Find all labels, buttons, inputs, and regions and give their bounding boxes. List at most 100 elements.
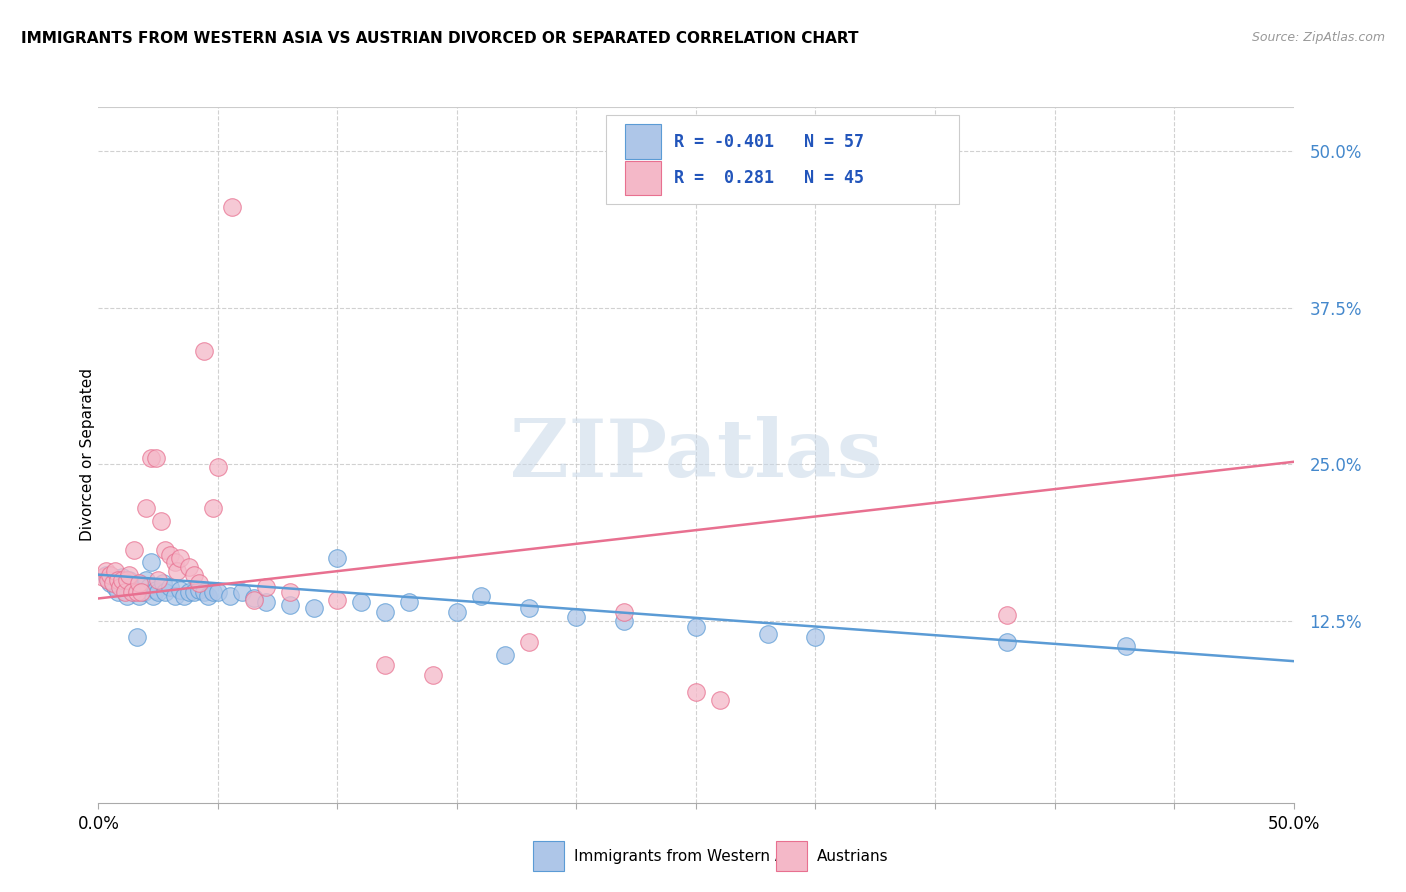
Point	[107, 573, 129, 587]
Point	[135, 573, 157, 587]
Text: R = -0.401   N = 57: R = -0.401 N = 57	[675, 133, 865, 151]
Point	[114, 585, 136, 599]
Point	[169, 551, 191, 566]
Point	[97, 573, 120, 587]
Point	[709, 693, 731, 707]
Point	[145, 582, 167, 597]
Point	[148, 573, 170, 587]
Point	[139, 451, 162, 466]
Point	[187, 576, 209, 591]
Text: ZIPatlas: ZIPatlas	[510, 416, 882, 494]
Point	[121, 580, 143, 594]
Point	[995, 635, 1018, 649]
Point	[193, 585, 215, 599]
Point	[131, 580, 153, 594]
Text: Source: ZipAtlas.com: Source: ZipAtlas.com	[1251, 31, 1385, 45]
Point	[118, 567, 141, 582]
Point	[149, 514, 172, 528]
Point	[114, 582, 136, 597]
Point	[111, 573, 134, 587]
Point	[326, 592, 349, 607]
Point	[111, 570, 134, 584]
Point	[197, 589, 219, 603]
Point	[374, 605, 396, 619]
Point	[125, 630, 148, 644]
FancyBboxPatch shape	[626, 161, 661, 195]
Point	[163, 555, 186, 569]
Point	[231, 585, 253, 599]
Point	[995, 607, 1018, 622]
Point	[685, 685, 707, 699]
Point	[115, 589, 138, 603]
Point	[207, 459, 229, 474]
Point	[494, 648, 516, 662]
Point	[155, 585, 177, 599]
Point	[98, 576, 122, 591]
Point	[94, 564, 117, 578]
Point	[91, 570, 114, 584]
Point	[104, 564, 127, 578]
Point	[108, 576, 131, 591]
Text: IMMIGRANTS FROM WESTERN ASIA VS AUSTRIAN DIVORCED OR SEPARATED CORRELATION CHART: IMMIGRANTS FROM WESTERN ASIA VS AUSTRIAN…	[21, 31, 859, 46]
Point	[145, 451, 167, 466]
Point	[107, 585, 129, 599]
Point	[179, 560, 201, 574]
Point	[446, 605, 468, 619]
Point	[183, 567, 205, 582]
Point	[169, 582, 191, 597]
Point	[193, 344, 215, 359]
Point	[104, 580, 127, 594]
Point	[470, 589, 492, 603]
Point	[131, 585, 153, 599]
Point	[278, 585, 301, 599]
Point	[138, 580, 160, 594]
Point	[94, 567, 117, 582]
Point	[173, 589, 195, 603]
Point	[115, 573, 138, 587]
Point	[101, 576, 124, 591]
Point	[202, 501, 225, 516]
Point	[207, 585, 229, 599]
Point	[756, 626, 779, 640]
Point	[278, 598, 301, 612]
Point	[101, 570, 124, 584]
Point	[398, 595, 420, 609]
Point	[422, 668, 444, 682]
Point	[159, 580, 181, 594]
Point	[565, 610, 588, 624]
Point	[804, 630, 827, 644]
Y-axis label: Divorced or Separated: Divorced or Separated	[80, 368, 94, 541]
Point	[98, 567, 122, 582]
Point	[159, 548, 181, 562]
Point	[350, 595, 373, 609]
Point	[183, 585, 205, 599]
Point	[124, 542, 146, 557]
Point	[152, 576, 174, 591]
Point	[118, 573, 141, 587]
Point	[254, 580, 277, 594]
Text: R =  0.281   N = 45: R = 0.281 N = 45	[675, 169, 865, 187]
Point	[121, 585, 143, 599]
Point	[132, 585, 155, 599]
Point	[155, 542, 177, 557]
Text: Austrians: Austrians	[817, 849, 889, 863]
Point	[139, 555, 162, 569]
Point	[326, 551, 349, 566]
Point	[374, 657, 396, 672]
Point	[221, 200, 243, 214]
Point	[187, 582, 209, 597]
Point	[148, 585, 170, 599]
Point	[613, 614, 636, 628]
Point	[202, 585, 225, 599]
Point	[163, 589, 186, 603]
Point	[517, 601, 540, 615]
Point	[142, 589, 165, 603]
Point	[124, 585, 146, 599]
Point	[166, 564, 188, 578]
FancyBboxPatch shape	[626, 125, 661, 160]
Point	[125, 585, 148, 599]
Point	[243, 592, 266, 607]
Text: Immigrants from Western Asia: Immigrants from Western Asia	[574, 849, 807, 863]
Point	[254, 595, 277, 609]
Point	[613, 605, 636, 619]
